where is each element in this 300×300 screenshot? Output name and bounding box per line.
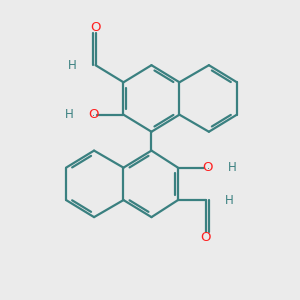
- Text: ·: ·: [92, 111, 95, 121]
- Text: H: H: [225, 194, 234, 207]
- Text: H: H: [68, 59, 76, 72]
- Text: H: H: [65, 108, 74, 121]
- Text: O: O: [203, 161, 213, 174]
- Text: O: O: [201, 231, 211, 244]
- Text: O: O: [88, 108, 99, 121]
- Text: O: O: [90, 21, 101, 34]
- Text: H: H: [228, 161, 236, 174]
- Text: ·: ·: [207, 164, 210, 174]
